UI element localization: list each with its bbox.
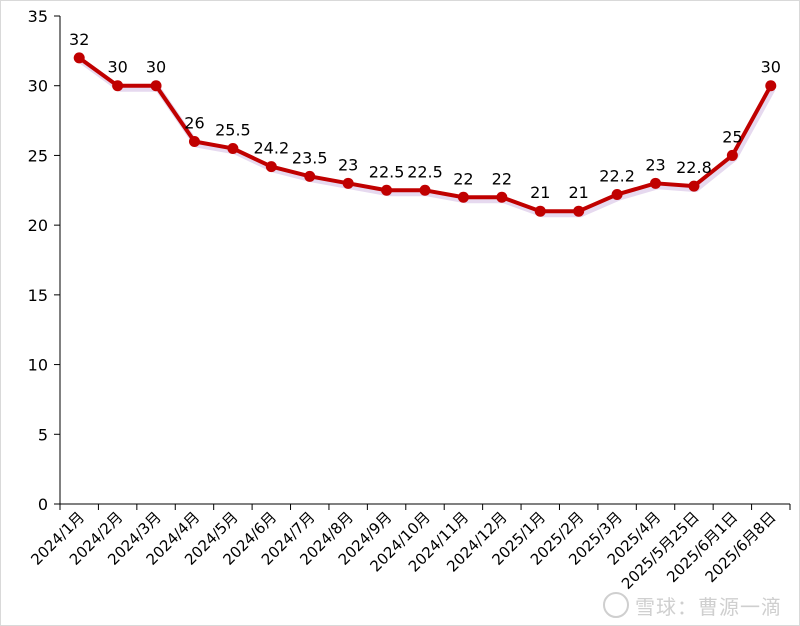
data-label: 30 — [107, 58, 127, 77]
data-point — [304, 170, 316, 182]
data-label: 26 — [184, 113, 204, 132]
y-tick-label: 10 — [28, 356, 48, 375]
data-point — [611, 188, 623, 200]
data-label: 23 — [645, 155, 665, 174]
data-label: 22.2 — [599, 166, 635, 185]
data-label: 22.5 — [369, 162, 405, 181]
data-point — [227, 142, 239, 154]
data-label: 30 — [761, 58, 781, 77]
snowball-logo-icon — [603, 592, 629, 618]
data-point — [688, 180, 700, 192]
data-label: 21 — [569, 183, 589, 202]
data-point — [419, 184, 431, 196]
data-point — [73, 52, 85, 64]
data-point — [726, 149, 738, 161]
data-label: 25 — [722, 127, 742, 146]
y-tick-label: 30 — [28, 77, 48, 96]
data-point — [342, 177, 354, 189]
data-point — [573, 205, 585, 217]
data-point — [150, 80, 162, 92]
data-label: 22.5 — [407, 162, 443, 181]
y-tick-label: 25 — [28, 146, 48, 165]
watermark: 雪球：曹源一滴 — [603, 591, 782, 620]
y-tick-label: 35 — [28, 7, 48, 26]
data-point — [765, 80, 777, 92]
data-point — [650, 177, 662, 189]
data-point — [188, 135, 200, 147]
data-label: 23.5 — [292, 148, 328, 167]
y-tick-label: 5 — [38, 425, 48, 444]
data-label: 25.5 — [215, 120, 251, 139]
y-tick-label: 20 — [28, 216, 48, 235]
data-point — [381, 184, 393, 196]
y-tick-label: 15 — [28, 286, 48, 305]
data-point — [496, 191, 508, 203]
data-label: 24.2 — [254, 139, 290, 158]
data-point — [112, 80, 124, 92]
data-label: 23 — [338, 155, 358, 174]
data-point — [265, 161, 277, 173]
data-label: 22 — [492, 169, 512, 188]
watermark-text: 雪球：曹源一滴 — [635, 595, 782, 619]
data-point — [534, 205, 546, 217]
data-label: 22 — [453, 169, 473, 188]
data-label: 21 — [530, 183, 550, 202]
data-label: 30 — [146, 58, 166, 77]
data-label: 32 — [69, 30, 89, 49]
data-label: 22.8 — [676, 158, 712, 177]
data-point — [457, 191, 469, 203]
y-tick-label: 0 — [38, 495, 48, 514]
